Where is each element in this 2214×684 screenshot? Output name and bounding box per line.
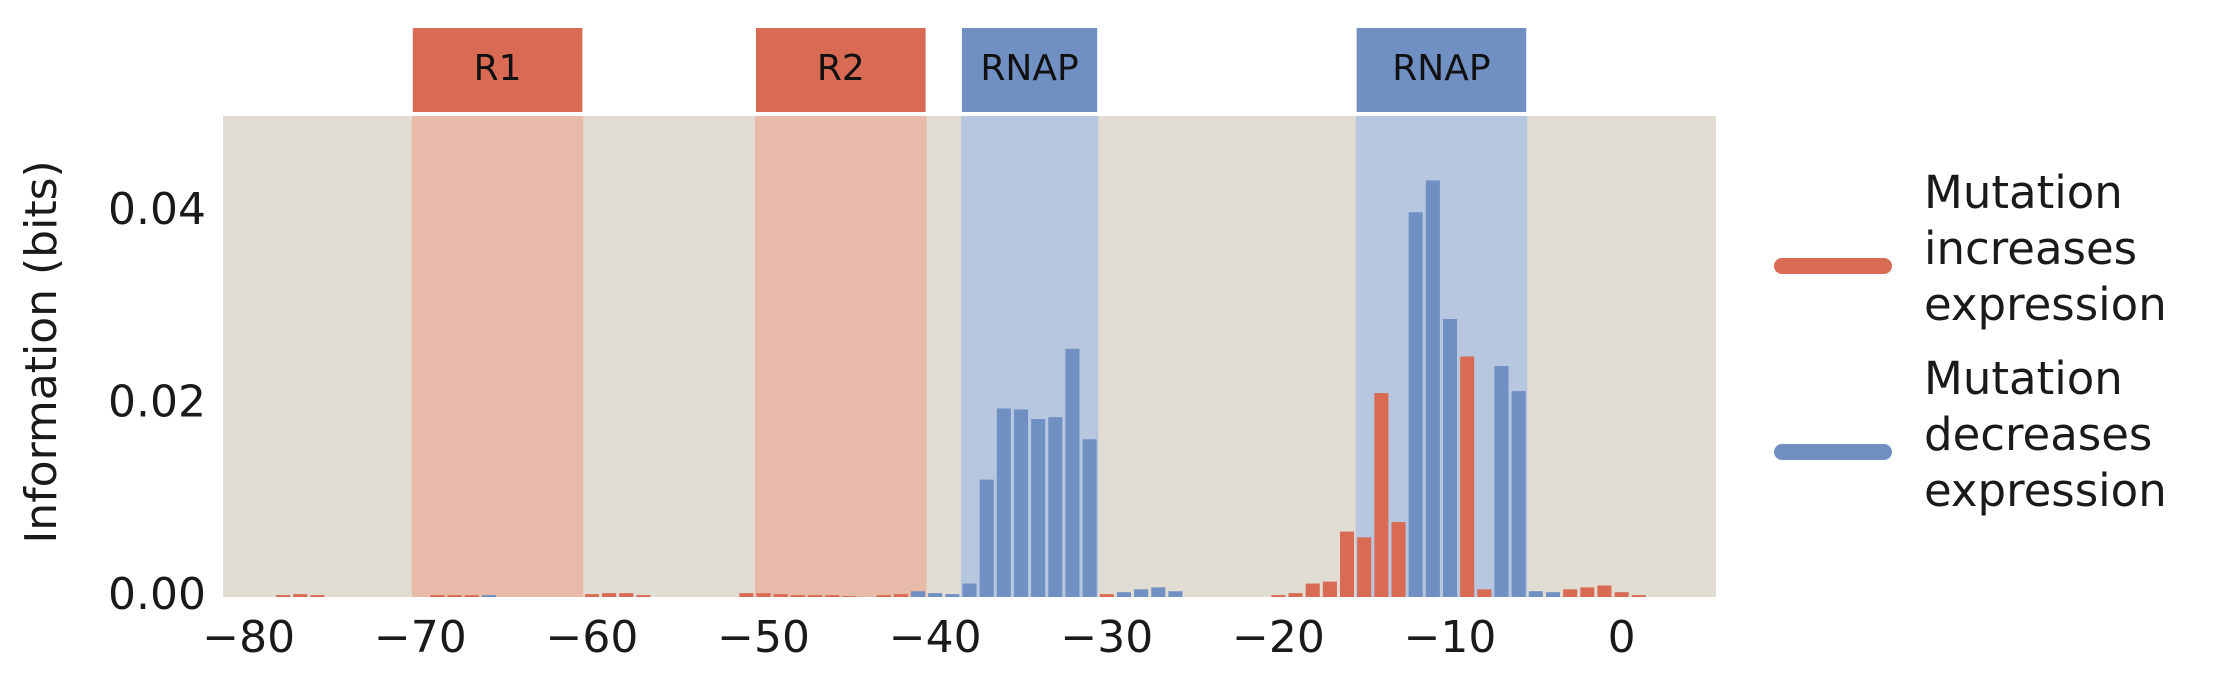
x-tick-label: −50: [717, 612, 810, 663]
x-tick-label: −40: [889, 612, 982, 663]
bar-increase--18: [1305, 583, 1320, 597]
bar-decrease--32: [1065, 348, 1080, 597]
x-axis: −80 −70 −60 −50 −40 −30 −20 −10 0: [202, 612, 1635, 663]
bar-decrease--5: [1528, 591, 1543, 597]
bar-increase--9: [1460, 356, 1475, 597]
region-band-1: [754, 116, 927, 597]
bar-increase--49: [773, 594, 788, 597]
bar-increase--43: [876, 595, 891, 597]
region-box-3: [1356, 28, 1527, 112]
y-axis: 0.00 0.02 0.04: [108, 184, 206, 620]
bar-increase--14: [1374, 393, 1389, 597]
region-label-3: RNAP: [1392, 48, 1490, 89]
bar-decrease--6: [1511, 391, 1526, 597]
x-tick-label: −60: [546, 612, 639, 663]
region-shades: [411, 116, 1528, 597]
bar-increase--76: [310, 595, 325, 597]
bar-increase--20: [1271, 595, 1286, 597]
bar-increase-0: [1614, 592, 1629, 597]
bar-increase--60: [584, 594, 599, 597]
x-tick-label: −80: [202, 612, 295, 663]
bar-decrease--12: [1408, 212, 1423, 597]
bar-decrease--66: [481, 595, 497, 597]
region-box-2: [961, 28, 1098, 112]
legend-label-decrease: Mutation decreases expression: [1924, 352, 2167, 517]
bar-decrease--10: [1442, 318, 1458, 597]
bar-increase--46: [825, 595, 840, 597]
bar-decrease--33: [1048, 417, 1063, 597]
bar-increase--69: [430, 595, 445, 597]
x-tick-label: −20: [1232, 612, 1325, 663]
bar-decrease--40: [928, 593, 943, 597]
legend-label-line: decreases: [1924, 408, 2152, 461]
bar-increase--19: [1288, 593, 1303, 597]
y-tick-label: 0.00: [108, 569, 206, 620]
bar-increase--1: [1597, 585, 1612, 597]
region-label-0: R1: [474, 48, 522, 89]
y-tick-label: 0.04: [108, 184, 206, 235]
bar-decrease--37: [979, 479, 994, 597]
legend-label-line: Mutation: [1924, 166, 2123, 219]
region-label-1: R2: [817, 48, 865, 89]
bar-increase--30: [1099, 594, 1114, 597]
legend-label-line: expression: [1924, 464, 2167, 517]
bar-increase--45: [842, 596, 857, 597]
legend-label-line: increases: [1924, 222, 2137, 275]
bar-increase--47: [808, 595, 823, 597]
bar-decrease--7: [1494, 366, 1509, 597]
x-tick-label: −30: [1060, 612, 1153, 663]
bar-decrease--4: [1545, 592, 1561, 597]
bar-increase--2: [1580, 587, 1595, 597]
y-tick-label: 0.02: [108, 377, 206, 428]
bar-increase--15: [1357, 537, 1372, 597]
bar-increase--57: [636, 595, 651, 597]
bar-decrease--38: [962, 583, 977, 597]
x-tick-label: −70: [374, 612, 467, 663]
bar-increase--8: [1477, 589, 1492, 597]
bar-increase--51: [739, 593, 754, 597]
region-label-2: RNAP: [980, 48, 1078, 89]
bar-decrease--29: [1116, 592, 1131, 597]
bar-increase--16: [1340, 531, 1355, 597]
bar-increase--58: [619, 593, 634, 597]
bar-decrease--31: [1082, 439, 1097, 597]
bar-increase--3: [1563, 589, 1578, 597]
bar-increase--42: [893, 594, 908, 597]
x-tick-label: 0: [1608, 612, 1636, 663]
bar-decrease--36: [996, 408, 1011, 597]
bar-increase--17: [1322, 581, 1337, 597]
bar-increase--77: [293, 594, 308, 597]
bar-decrease--41: [910, 591, 926, 597]
region-band-0: [411, 116, 584, 597]
x-tick-label: −10: [1404, 612, 1497, 663]
bars: [276, 180, 1646, 598]
bar-increase--78: [276, 595, 291, 597]
legend-label-line: Mutation: [1924, 352, 2123, 405]
bar-decrease--26: [1168, 591, 1183, 597]
region-box-1: [755, 28, 926, 112]
bar-decrease--39: [945, 594, 960, 597]
bar-increase-1: [1631, 595, 1646, 597]
bar-increase--68: [447, 595, 462, 597]
bar-decrease--27: [1151, 587, 1166, 597]
bar-increase--67: [464, 595, 479, 597]
bar-increase--59: [602, 593, 617, 597]
legend-label-increase: Mutation increases expression: [1924, 166, 2167, 331]
region-box-0: [412, 28, 583, 112]
bar-decrease--28: [1134, 589, 1149, 597]
bar-increase--48: [790, 595, 805, 597]
bar-decrease--34: [1031, 419, 1046, 597]
bar-increase--13: [1391, 521, 1406, 597]
bar-decrease--35: [1013, 409, 1029, 597]
bar-increase--50: [756, 593, 771, 597]
legend-label-line: expression: [1924, 278, 2167, 331]
region-labels: R1 R2 RNAP RNAP: [412, 28, 1527, 112]
bar-decrease--11: [1425, 180, 1440, 598]
y-axis-title: Information (bits): [16, 160, 67, 543]
